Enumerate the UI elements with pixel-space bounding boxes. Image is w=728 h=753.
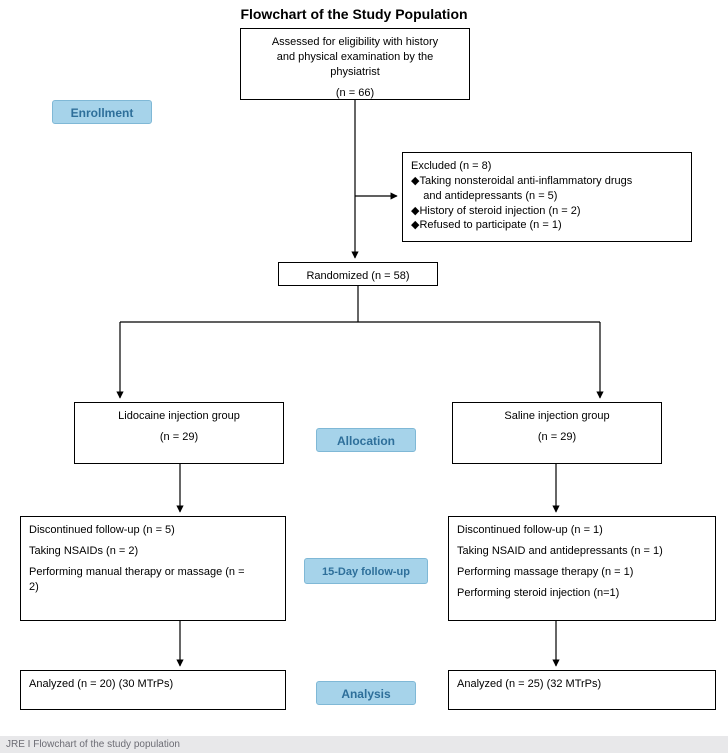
- box-disc_r-line: Taking NSAID and antidepressants (n = 1): [457, 544, 707, 559]
- box-excluded-line: ◆History of steroid injection (n = 2): [411, 204, 683, 219]
- box-assessed-line: Assessed for eligibility with history: [249, 35, 461, 50]
- box-excluded: Excluded (n = 8)◆Taking nonsteroidal ant…: [402, 152, 692, 242]
- box-excluded-line: Excluded (n = 8): [411, 159, 683, 174]
- stage-analysis: Analysis: [316, 681, 416, 705]
- box-disc_l-line: Taking NSAIDs (n = 2): [29, 544, 277, 559]
- box-an_l: Analyzed (n = 20) (30 MTrPs): [20, 670, 286, 710]
- stage-allocation: Allocation: [316, 428, 416, 452]
- box-disc_l-line: Performing manual therapy or massage (n …: [29, 565, 277, 580]
- box-excluded-line: ◆Taking nonsteroidal anti-inflammatory d…: [411, 174, 683, 189]
- box-assessed: Assessed for eligibility with historyand…: [240, 28, 470, 100]
- box-disc_r: Discontinued follow-up (n = 1) Taking NS…: [448, 516, 716, 621]
- box-disc_r-line: Performing steroid injection (n=1): [457, 586, 707, 601]
- box-assessed-line: (n = 66): [249, 86, 461, 101]
- box-saline-line: Saline injection group: [461, 409, 653, 424]
- box-an_l-line: Analyzed (n = 20) (30 MTrPs): [29, 677, 277, 692]
- box-an_r: Analyzed (n = 25) (32 MTrPs): [448, 670, 716, 710]
- stage-followup: 15-Day follow-up: [304, 558, 428, 584]
- box-disc_r-line: Performing massage therapy (n = 1): [457, 565, 707, 580]
- box-excluded-line: and antidepressants (n = 5): [411, 189, 683, 204]
- box-lido-line: Lidocaine injection group: [83, 409, 275, 424]
- box-excluded-line: ◆Refused to participate (n = 1): [411, 218, 683, 233]
- chart-title: Flowchart of the Study Population: [204, 6, 504, 22]
- box-lido: Lidocaine injection group (n = 29): [74, 402, 284, 464]
- figure-caption: JRE I Flowchart of the study population: [0, 736, 728, 753]
- box-saline-line: (n = 29): [461, 430, 653, 445]
- box-an_r-line: Analyzed (n = 25) (32 MTrPs): [457, 677, 707, 692]
- box-disc_l: Discontinued follow-up (n = 5) Taking NS…: [20, 516, 286, 621]
- box-assessed-line: and physical examination by the: [249, 50, 461, 65]
- box-random-line: Randomized (n = 58): [287, 269, 429, 284]
- box-lido-line: (n = 29): [83, 430, 275, 445]
- box-disc_l-line: 2): [29, 580, 277, 595]
- stage-enrollment: Enrollment: [52, 100, 152, 124]
- box-disc_r-line: Discontinued follow-up (n = 1): [457, 523, 707, 538]
- box-random: Randomized (n = 58): [278, 262, 438, 286]
- box-disc_l-line: Discontinued follow-up (n = 5): [29, 523, 277, 538]
- box-assessed-line: physiatrist: [249, 65, 461, 80]
- box-saline: Saline injection group (n = 29): [452, 402, 662, 464]
